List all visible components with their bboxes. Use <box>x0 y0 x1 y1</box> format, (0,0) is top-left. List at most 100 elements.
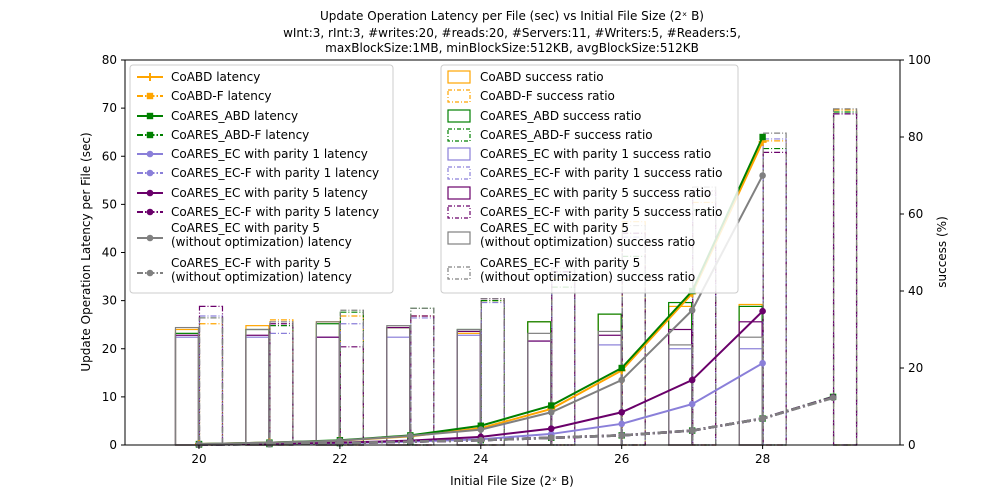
y-left-tick-label: 40 <box>102 246 117 260</box>
legend-bar-swatch <box>447 147 471 161</box>
bar-coares-abd-f-success-ratio-28 <box>762 147 787 446</box>
legend-bar-label: CoARES_EC with parity 5 success ratio <box>480 186 711 200</box>
bar-coares-ec-with-parity-5-success-ratio-27 <box>668 328 693 446</box>
legend-bar-label: CoARES_EC with parity 1 success ratio <box>480 147 711 161</box>
x-axis-ticks: 20 22 24 26 28 <box>191 445 770 466</box>
point-coares-abd-latency-28 <box>759 133 766 141</box>
bar-coabd-f-success-ratio-20 <box>198 323 224 446</box>
legend-bar-label: CoARES_EC-F with parity 5 (without optimi… <box>480 256 695 284</box>
y-left-tick-label: 30 <box>102 294 117 308</box>
legend-bar-swatch <box>447 70 471 84</box>
point-coares-ec-with-parity-5-without-optimization-latency-28 <box>759 172 766 179</box>
legend-line-label: CoARES_EC with parity 5 (without optimiza… <box>171 221 352 249</box>
bar-coares-ec-f-with-parity-5-success-ratio-29 <box>832 113 858 446</box>
y-right-tick-label: 20 <box>908 361 923 375</box>
bar-coares-abd-success-ratio-20 <box>174 332 200 446</box>
bar-coares-ec-f-with-parity-1-success-ratio-23 <box>410 317 435 446</box>
bar-coares-ec-with-parity-5-without-optimization-success-ratio-23 <box>386 325 411 446</box>
bar-coares-ec-f-with-parity-5-success-ratio-28 <box>762 151 787 446</box>
point-coares-ec-f-with-parity-5-without-optimization-latency-23 <box>407 438 414 445</box>
y-left-tick-label: 10 <box>102 390 117 404</box>
bar-coabd-success-ratio-27 <box>668 305 693 446</box>
legend-line-label: CoARES_ABD latency <box>171 109 298 123</box>
bar-coares-abd-f-success-ratio-29 <box>832 111 858 446</box>
bar-coabd-f-success-ratio-23 <box>410 315 435 446</box>
legend-line-label: CoABD-F latency <box>171 89 272 103</box>
legend-bar-swatch <box>447 186 471 200</box>
bar-coares-abd-f-success-ratio-21 <box>269 325 294 446</box>
bar-coares-ec-f-with-parity-5-success-ratio-23 <box>410 315 435 446</box>
y-axis-left-ticks: 0 10 20 30 40 50 60 70 80 <box>102 53 125 452</box>
bar-coabd-f-success-ratio-29 <box>832 109 858 446</box>
point-coares-ec-with-parity-5-without-optimization-latency-24 <box>477 426 485 433</box>
line-coares-ec-f-with-parity-5-without-optimization-latency <box>198 396 834 446</box>
legend-line-marker <box>146 234 154 242</box>
y-left-tick-label: 60 <box>102 149 117 163</box>
bar-coares-ec-f-with-parity-5-success-ratio-25 <box>551 271 576 446</box>
chart-title-line-1: Update Operation Latency per File (sec) … <box>320 9 704 23</box>
bar-coares-ec-f-with-parity-1-success-ratio-29 <box>832 113 858 446</box>
legend-success: CoABD success ratio CoABD-F success ratio… <box>440 64 739 294</box>
bar-coabd-f-success-ratio-21 <box>269 319 294 446</box>
point-coares-ec-f-with-parity-5-without-optimization-latency-28 <box>759 415 766 422</box>
bar-coabd-success-ratio-20 <box>174 328 200 446</box>
bar-coares-ec-with-parity-5-success-ratio-22 <box>315 336 340 446</box>
point-coares-ec-with-parity-1-latency-26 <box>618 420 626 428</box>
bar-coabd-success-ratio-25 <box>527 321 552 446</box>
legend-line-marker <box>146 150 154 158</box>
bar-coares-ec-f-with-parity-5-without-optimization-success-ratio-28 <box>762 132 787 446</box>
bar-coares-ec-f-with-parity-1-success-ratio-21 <box>269 332 294 446</box>
bar-coares-ec-f-with-parity-1-success-ratio-22 <box>339 323 364 446</box>
bar-coabd-success-ratio-23 <box>386 326 411 446</box>
bar-coabd-f-success-ratio-25 <box>551 278 576 446</box>
legend-bar-swatch <box>447 266 471 280</box>
bar-coares-ec-with-parity-5-success-ratio-28 <box>738 321 763 446</box>
legend-line-marker <box>146 112 154 120</box>
bar-coares-abd-success-ratio-23 <box>386 326 411 446</box>
y-left-tick-label: 50 <box>102 197 117 211</box>
bar-coares-ec-f-with-parity-5-success-ratio-20 <box>198 305 224 446</box>
bar-coares-ec-f-with-parity-5-without-optimization-success-ratio-25 <box>551 267 576 446</box>
legend-bar-swatch <box>447 89 471 103</box>
legend-line-label: CoARES_EC-F with parity 5 latency <box>171 205 379 219</box>
point-coares-ec-f-with-parity-5-without-optimization-latency-21 <box>266 440 273 448</box>
y-right-tick-label: 0 <box>908 438 916 452</box>
bar-coares-ec-f-with-parity-5-without-optimization-success-ratio-21 <box>269 321 294 446</box>
point-coares-ec-f-with-parity-5-without-optimization-latency-24 <box>477 436 485 444</box>
bar-coares-ec-f-with-parity-1-success-ratio-20 <box>198 315 224 446</box>
legend-line-marker <box>146 269 154 277</box>
bar-coares-ec-f-with-parity-5-without-optimization-success-ratio-22 <box>339 309 364 446</box>
legend-latency-box <box>129 64 394 294</box>
legend-bar-label: CoARES_EC-F with parity 5 success ratio <box>480 205 722 219</box>
bar-coabd-f-success-ratio-22 <box>339 315 364 446</box>
chart-title-line-2: wInt:3, rInt:3, #writes:20, #reads:20, #… <box>283 26 741 40</box>
legend-bar-label: CoABD-F success ratio <box>480 89 615 103</box>
legend-line-label: CoARES_EC-F with parity 5 (without optimi… <box>171 256 352 284</box>
point-coares-ec-with-parity-5-without-optimization-latency-26 <box>618 376 626 384</box>
point-coares-ec-with-parity-1-latency-28 <box>759 359 766 367</box>
legend-line-label: CoARES_EC with parity 5 latency <box>171 186 368 200</box>
bar-coares-ec-with-parity-5-without-optimization-success-ratio-28 <box>738 336 763 446</box>
y-left-tick-label: 20 <box>102 342 117 356</box>
y-right-tick-label: 40 <box>908 284 923 298</box>
bar-coares-abd-success-ratio-22 <box>315 323 340 446</box>
legend-line-label: CoABD latency <box>171 70 260 84</box>
bar-coares-ec-with-parity-1-success-ratio-21 <box>245 336 270 446</box>
chart-title: Update Operation Latency per File (sec) … <box>283 9 741 55</box>
point-coares-ec-with-parity-5-latency-26 <box>618 408 626 416</box>
x-axis-label: Initial File Size (2ˣ B) <box>450 474 574 488</box>
bar-coares-ec-with-parity-5-success-ratio-23 <box>386 326 411 446</box>
legend-line-label: CoARES_EC-F with parity 1 latency <box>171 166 379 180</box>
bar-coares-ec-with-parity-1-success-ratio-28 <box>738 348 763 446</box>
bar-coares-ec-with-parity-5-success-ratio-20 <box>174 334 200 446</box>
y-left-tick-label: 80 <box>102 53 117 67</box>
point-coares-ec-with-parity-5-without-optimization-latency-23 <box>407 432 414 440</box>
bar-coares-ec-with-parity-1-success-ratio-20 <box>174 336 200 446</box>
legend-bar-swatch <box>447 205 471 219</box>
point-coares-ec-f-with-parity-5-without-optimization-latency-27 <box>688 427 696 434</box>
legend-line-marker <box>146 73 154 81</box>
legend-bar-label: CoARES_ABD-F success ratio <box>480 128 653 142</box>
bar-coares-abd-f-success-ratio-22 <box>339 311 364 446</box>
point-coares-ec-with-parity-5-latency-28 <box>759 307 766 315</box>
